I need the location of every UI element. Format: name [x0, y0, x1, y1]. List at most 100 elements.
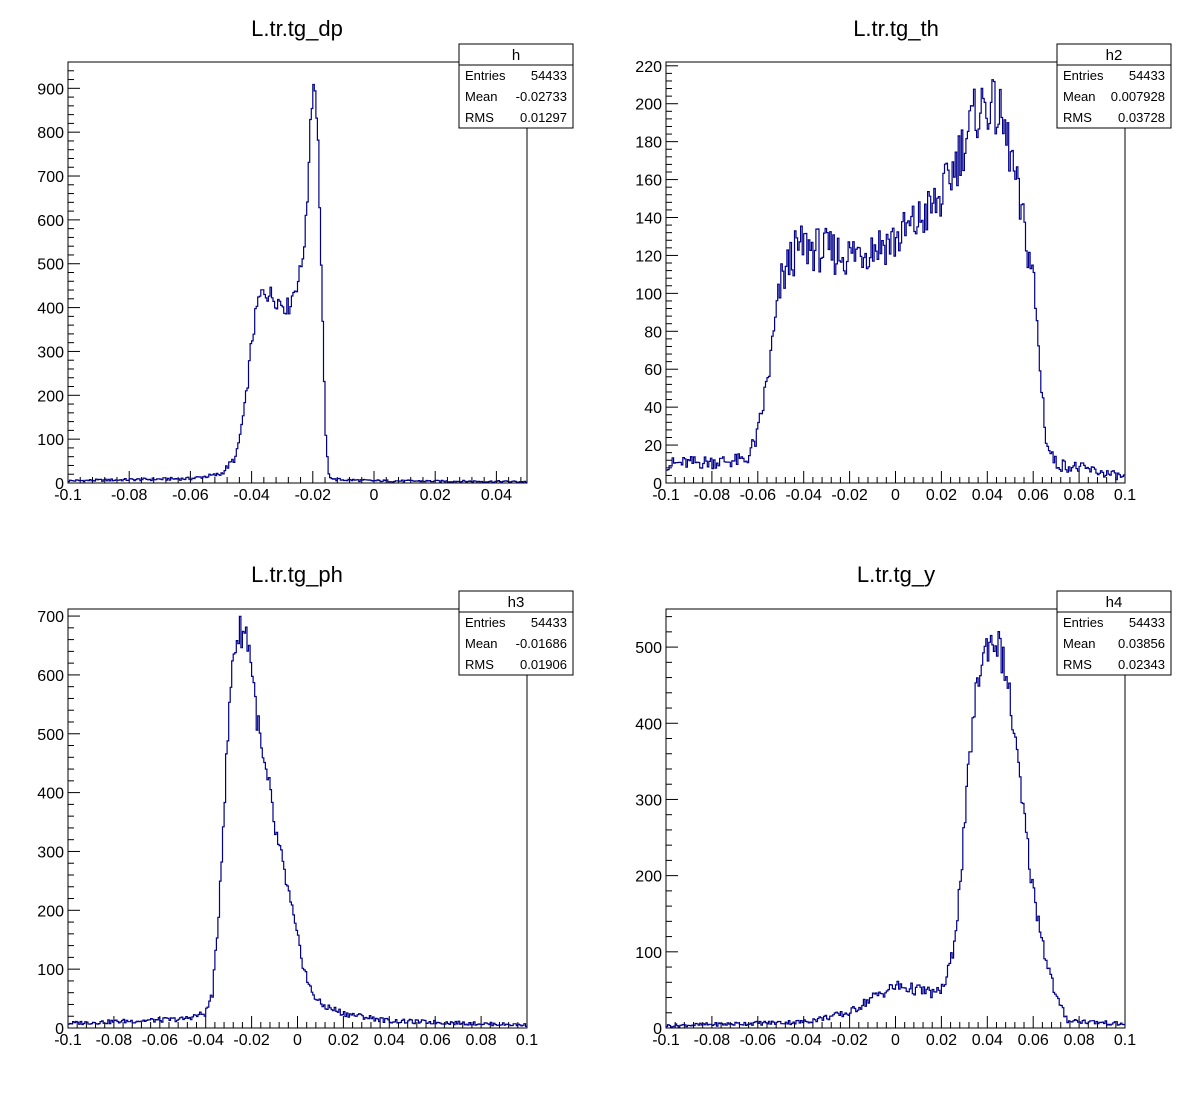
x-tick-label: 0.06 [1018, 487, 1049, 504]
plot-frame [67, 608, 528, 1029]
x-tick-label: 0.02 [926, 487, 957, 504]
stats-label: RMS [1063, 110, 1092, 125]
x-tick-label: -0.02 [831, 1032, 868, 1049]
chart-title: L.tr.tg_dp [251, 16, 343, 41]
y-tick-label: 400 [635, 716, 662, 733]
chart-title: L.tr.tg_y [857, 562, 935, 587]
chart-title: L.tr.tg_th [853, 16, 939, 41]
stats-label: RMS [465, 110, 494, 125]
x-tick-label: -0.04 [187, 1032, 224, 1049]
x-tick-label: 0 [370, 487, 379, 504]
x-tick-label: -0.06 [172, 487, 209, 504]
plot-frame [665, 61, 1126, 484]
y-tick-label: 200 [37, 903, 64, 920]
stats-value: 0.02343 [1118, 657, 1165, 672]
plot-frame [665, 608, 1126, 1029]
stats-value: 0.01906 [520, 657, 567, 672]
stats-box-name: h [512, 47, 520, 64]
x-tick-label: -0.04 [233, 487, 270, 504]
histogram-panel-3: L.tr.tg_ph -0.1 -0.08 -0.06 -0.04 -0.02 0 0.02 0… [37, 562, 574, 1049]
x-tick-label: -0.08 [111, 487, 148, 504]
histogram-panel-1: L.tr.tg_dp -0.1 -0.08 -0.06 -0.04 -0.02 0 0.02 0… [37, 16, 574, 504]
stats-value: 0.03856 [1118, 636, 1165, 651]
y-tick-label: 200 [635, 869, 662, 886]
x-tick-label: 0.04 [481, 487, 512, 504]
plot-frame [67, 61, 528, 484]
y-tick-label: 80 [644, 324, 662, 341]
y-tick-label: 160 [635, 173, 662, 190]
y-tick-label: 700 [37, 609, 64, 626]
stats-label: Entries [465, 68, 506, 83]
x-tick-label: 0.06 [420, 1032, 451, 1049]
x-tick-label: 0.02 [328, 1032, 359, 1049]
y-tick-label: 600 [37, 213, 64, 230]
y-tick-label: 500 [37, 727, 64, 744]
stats-label: Mean [1063, 89, 1096, 104]
x-tick-label: -0.04 [785, 487, 822, 504]
stats-value: 54433 [1129, 615, 1165, 630]
stats-value: 0.01297 [520, 110, 567, 125]
x-tick-label: 0.02 [420, 487, 451, 504]
x-tick-label: -0.08 [694, 487, 731, 504]
y-tick-label: 40 [644, 400, 662, 417]
x-tick-label: 0 [891, 1032, 900, 1049]
x-tick-label: 0.08 [1064, 487, 1095, 504]
y-tick-label: 0 [653, 476, 662, 493]
chart-title: L.tr.tg_ph [251, 562, 343, 587]
histogram-panel-2: L.tr.tg_th -0.1 -0.08 -0.06 -0.04 -0.02 0 0.02 0… [635, 16, 1172, 504]
stats-label: RMS [465, 657, 494, 672]
y-tick-label: 180 [635, 135, 662, 152]
y-tick-label: 500 [37, 257, 64, 274]
y-tick-label: 400 [37, 786, 64, 803]
stats-label: Entries [465, 615, 506, 630]
y-tick-label: 60 [644, 362, 662, 379]
x-tick-label: -0.06 [740, 487, 777, 504]
y-tick-label: 0 [55, 1021, 64, 1038]
x-tick-label: 0 [891, 487, 900, 504]
x-tick-label: -0.04 [785, 1032, 822, 1049]
x-tick-label: -0.1 [652, 1032, 680, 1049]
histogram-line [666, 79, 1125, 481]
stats-box-name: h3 [508, 594, 525, 611]
x-tick-label: 0.1 [1114, 487, 1136, 504]
histogram-line [68, 83, 527, 483]
x-tick-label: 0.1 [516, 1032, 538, 1049]
y-tick-label: 0 [55, 476, 64, 493]
x-tick-label: -0.02 [831, 487, 868, 504]
y-tick-label: 500 [635, 640, 662, 657]
stats-label: Mean [1063, 636, 1096, 651]
x-tick-label: -0.1 [54, 487, 82, 504]
stats-box-name: h4 [1106, 594, 1123, 611]
stats-value: 54433 [531, 615, 567, 630]
x-tick-label: 0.08 [1064, 1032, 1095, 1049]
stats-value: -0.02733 [516, 89, 567, 104]
y-tick-label: 120 [635, 248, 662, 265]
histogram-panel-4: L.tr.tg_y -0.1 -0.08 -0.06 -0.04 -0.02 0 0.02 0.… [635, 562, 1172, 1049]
y-tick-label: 300 [635, 792, 662, 809]
x-tick-label: -0.06 [142, 1032, 179, 1049]
stats-label: Entries [1063, 68, 1104, 83]
y-tick-label: 200 [37, 388, 64, 405]
y-tick-label: 600 [37, 668, 64, 685]
y-tick-label: 100 [37, 962, 64, 979]
x-tick-label: -0.02 [233, 1032, 270, 1049]
stats-value: 54433 [1129, 68, 1165, 83]
y-tick-label: 900 [37, 81, 64, 98]
stats-value: 54433 [531, 68, 567, 83]
stats-box: h Entries 54433 Mean -0.02733 RMS 0.01297 [458, 43, 574, 129]
x-tick-label: 0.1 [1114, 1032, 1136, 1049]
histogram-line [666, 631, 1125, 1028]
y-tick-label: 100 [635, 945, 662, 962]
stats-value: 0.007928 [1111, 89, 1165, 104]
y-tick-label: 140 [635, 211, 662, 228]
stats-label: RMS [1063, 657, 1092, 672]
stats-value: 0.03728 [1118, 110, 1165, 125]
x-tick-label: -0.1 [652, 487, 680, 504]
stats-box-name: h2 [1106, 47, 1123, 64]
stats-label: Mean [465, 89, 498, 104]
y-tick-label: 220 [635, 59, 662, 76]
x-tick-label: -0.06 [740, 1032, 777, 1049]
